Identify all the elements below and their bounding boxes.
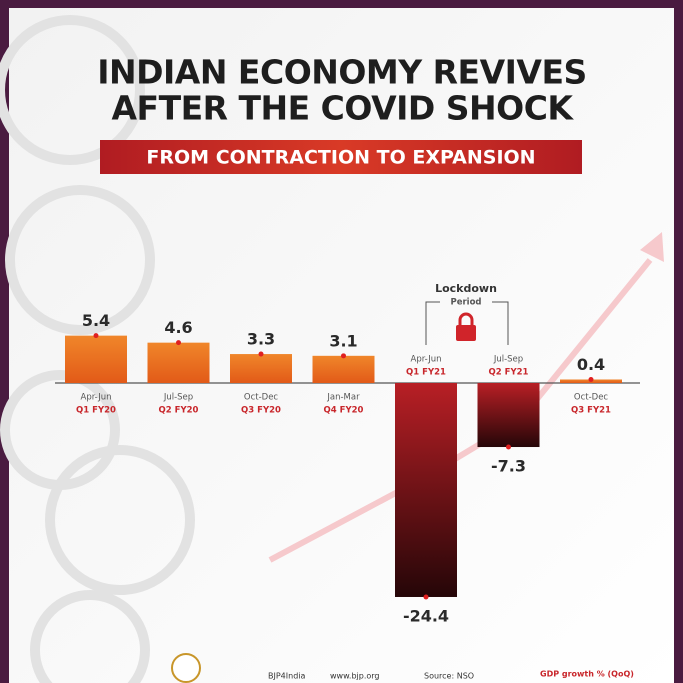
bar	[230, 354, 292, 383]
bar	[65, 336, 127, 383]
bar	[395, 383, 457, 597]
category-sublabel: Q4 FY20	[324, 406, 364, 416]
value-label: 0.4	[577, 355, 605, 374]
value-dot	[506, 445, 511, 450]
footer-website: www.bjp.org	[330, 672, 379, 681]
footer-source: Source: NSO	[424, 672, 474, 681]
value-dot	[259, 352, 264, 357]
bar	[313, 356, 375, 383]
annotation: Lockdown	[435, 282, 497, 295]
value-label: 3.3	[247, 330, 275, 349]
category-label: Apr-Jun	[411, 355, 442, 365]
category-sublabel: Q1 FY21	[406, 368, 446, 378]
footer-handle: BJP4India	[268, 672, 305, 681]
annotation-sub: Period	[450, 298, 481, 308]
category-label: Apr-Jun	[81, 393, 112, 403]
value-label: 4.6	[164, 318, 192, 337]
category-label: Jan-Mar	[326, 393, 360, 403]
category-sublabel: Q2 FY20	[159, 406, 199, 416]
logo	[172, 654, 200, 682]
category-sublabel: Q1 FY20	[76, 406, 116, 416]
category-label: Jul-Sep	[163, 393, 193, 403]
title-line: AFTER THE COVID SHOCK	[111, 89, 574, 128]
category-label: Oct-Dec	[574, 393, 609, 403]
value-label: 3.1	[329, 331, 357, 350]
title-line: INDIAN ECONOMY REVIVES	[97, 53, 587, 92]
value-dot	[94, 333, 99, 338]
category-sublabel: Q2 FY21	[489, 368, 529, 378]
category-sublabel: Q3 FY21	[571, 406, 611, 416]
y-axis-label: GDP growth % (QoQ)	[540, 670, 634, 679]
category-label: Oct-Dec	[244, 393, 279, 403]
value-dot	[341, 353, 346, 358]
value-label: 5.4	[82, 311, 110, 330]
value-label: -24.4	[403, 606, 449, 625]
value-dot	[176, 340, 181, 345]
value-label: -7.3	[491, 457, 526, 476]
infographic: INDIAN ECONOMY REVIVES AFTER THE COVID S…	[0, 0, 683, 683]
bar	[148, 343, 210, 383]
category-sublabel: Q3 FY20	[241, 406, 281, 416]
subtitle: FROM CONTRACTION TO EXPANSION	[146, 147, 535, 169]
bar	[478, 383, 540, 447]
value-dot	[589, 377, 594, 382]
category-label: Jul-Sep	[493, 355, 523, 365]
value-dot	[424, 594, 429, 599]
